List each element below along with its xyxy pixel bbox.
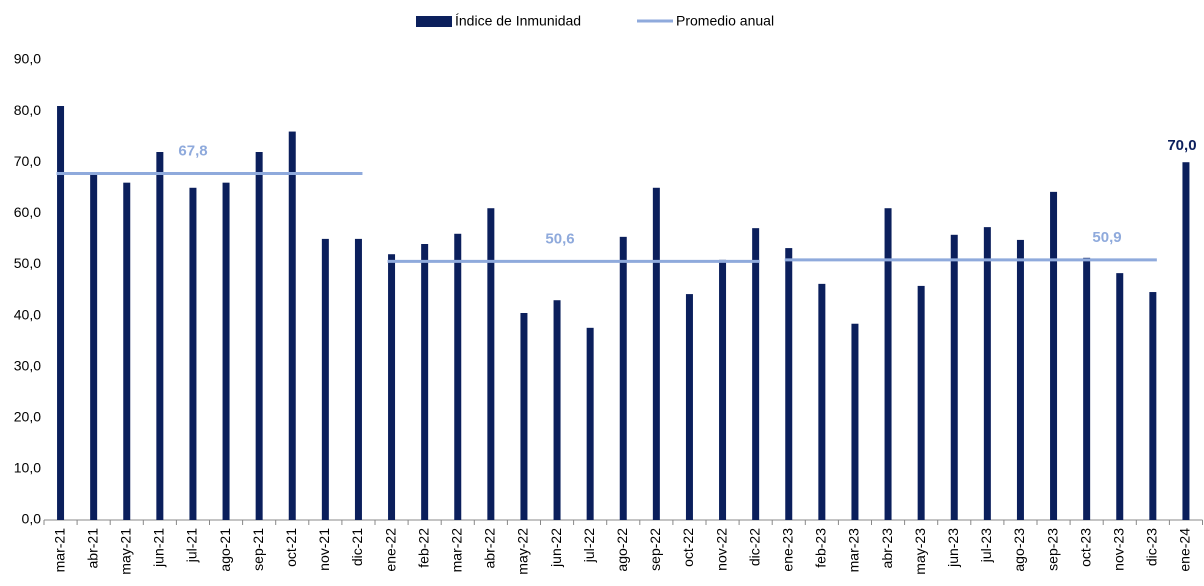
x-tick-label: ene-22 [382, 528, 398, 572]
x-tick-label: dic-22 [746, 528, 762, 566]
x-tick-label: jun-21 [151, 528, 167, 568]
x-tick-label: may-22 [515, 528, 531, 575]
bar [222, 182, 230, 520]
y-tick-label: 40,0 [14, 306, 41, 322]
bar [785, 248, 793, 521]
legend-label: Promedio anual [676, 13, 774, 29]
y-tick-label: 50,0 [14, 255, 41, 271]
bar [983, 227, 991, 520]
average-label: 50,9 [1092, 229, 1121, 246]
bar [1116, 273, 1124, 520]
x-tick-label: nov-21 [316, 528, 332, 571]
x-tick-label: abr-22 [482, 528, 498, 569]
x-tick-label: ago-23 [1011, 528, 1027, 572]
x-tick-label: may-23 [912, 528, 928, 575]
x-tick-label: mar-22 [448, 528, 464, 573]
bar [1083, 257, 1091, 520]
bar [851, 323, 859, 520]
bar [818, 283, 826, 520]
bar [917, 285, 925, 520]
x-tick-label: oct-23 [1077, 528, 1093, 567]
bar [950, 234, 958, 521]
bar [752, 228, 760, 520]
bar [652, 187, 660, 520]
bar [90, 172, 98, 520]
bar [619, 236, 627, 520]
bar [520, 313, 528, 520]
x-tick-label: jul-21 [184, 528, 200, 563]
y-tick-label: 20,0 [14, 408, 41, 424]
bar [1016, 239, 1024, 520]
bar [884, 208, 892, 520]
bar [123, 182, 131, 520]
x-tick-label: jul-23 [978, 528, 994, 563]
bar [487, 208, 495, 520]
x-tick-label: jun-23 [945, 528, 961, 568]
average-label: 67,8 [178, 142, 207, 159]
x-tick-label: jun-22 [548, 528, 564, 568]
x-tick-label: dic-23 [1144, 528, 1160, 566]
bar [354, 238, 362, 520]
y-tick-label: 10,0 [14, 460, 41, 476]
bar [189, 187, 197, 520]
x-tick-label: mar-23 [846, 528, 862, 573]
bar [421, 244, 429, 520]
x-tick-label: ene-23 [779, 528, 795, 572]
x-tick-label: abr-21 [84, 528, 100, 569]
y-tick-label: 0,0 [22, 511, 42, 527]
x-tick-label: jul-22 [581, 528, 597, 563]
y-tick-label: 80,0 [14, 102, 41, 118]
x-tick-label: abr-23 [879, 528, 895, 569]
x-tick-label: ago-22 [614, 528, 630, 572]
bar [719, 259, 727, 520]
bar [388, 254, 396, 520]
bar [288, 131, 296, 521]
y-tick-label: 30,0 [14, 357, 41, 373]
legend-label: Índice de Inmunidad [455, 13, 581, 29]
x-tick-label: sep-22 [647, 528, 663, 571]
y-tick-label: 70,0 [14, 153, 41, 169]
y-tick-label: 60,0 [14, 204, 41, 220]
bar [156, 152, 164, 520]
x-tick-label: dic-21 [349, 528, 365, 566]
x-tick-label: oct-22 [680, 528, 696, 567]
bar [553, 300, 561, 520]
bar [57, 106, 65, 520]
bar [1149, 292, 1157, 520]
bar [586, 327, 594, 520]
bar [1050, 191, 1058, 520]
x-tick-label: ago-21 [217, 528, 233, 572]
x-tick-label: nov-22 [713, 528, 729, 571]
bar [454, 233, 462, 520]
x-tick-label: oct-21 [283, 528, 299, 567]
x-tick-label: ene-24 [1177, 528, 1193, 572]
average-label: 50,6 [545, 230, 574, 247]
bar [1182, 162, 1190, 520]
x-tick-label: sep-21 [250, 528, 266, 571]
x-tick-label: feb-23 [813, 528, 829, 568]
bar [321, 238, 329, 520]
x-tick-label: may-21 [117, 528, 133, 575]
bar [255, 152, 263, 520]
x-tick-label: sep-23 [1044, 528, 1060, 571]
bar [685, 294, 693, 520]
x-tick-label: mar-21 [51, 528, 67, 573]
y-tick-label: 90,0 [14, 51, 41, 67]
x-tick-label: nov-23 [1110, 528, 1126, 571]
data-label: 70,0 [1167, 137, 1196, 154]
x-tick-label: feb-22 [415, 528, 431, 568]
legend-swatch [416, 16, 452, 27]
